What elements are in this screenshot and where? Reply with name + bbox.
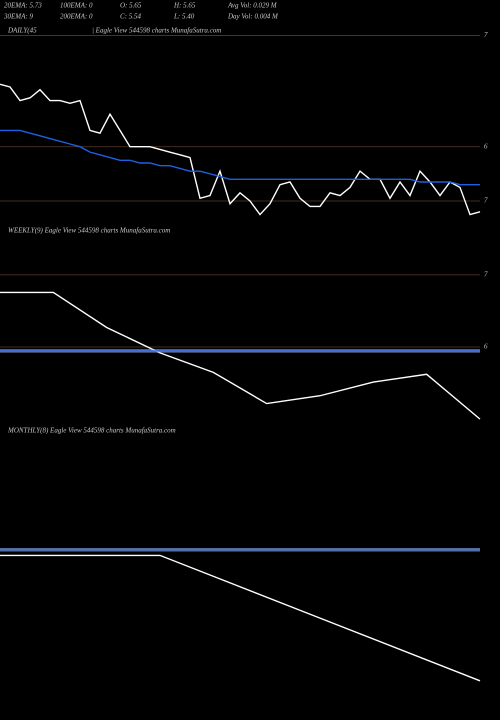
panel-title: WEEKLY(9) Eagle View 544598 charts Munaf… — [8, 227, 170, 235]
header-stat: 30EMA: 9 — [3, 13, 33, 21]
header-stat: 100EMA: 0 — [60, 2, 93, 10]
header-stat: Avg Vol: 0.029 M — [227, 2, 278, 10]
price-line — [0, 291, 481, 420]
header-stat: O: 5.65 — [120, 2, 142, 10]
header-stat: Day Vol: 0.004 M — [227, 13, 279, 21]
header-stat: C: 5.54 — [120, 13, 142, 21]
header-stat: 20EMA: 5.73 — [4, 2, 42, 10]
panel-subtitle: | Eagle View 544598 charts MunafaSutra.c… — [92, 27, 221, 35]
header-stat: 200EMA: 0 — [60, 13, 93, 21]
y-tick-label: 6 — [484, 343, 488, 351]
y-tick-label: 7 — [484, 197, 488, 205]
panel-title: MONTHLY(8) Eagle View 544598 charts Muna… — [7, 427, 176, 435]
ema-line — [0, 129, 480, 186]
price-line — [0, 83, 481, 216]
price-line — [0, 554, 481, 682]
y-tick-label: 7 — [484, 270, 488, 278]
y-tick-label: 7 — [484, 31, 488, 39]
header-stat: H: 5.65 — [173, 2, 196, 10]
panel-title: DAILY(45 — [7, 27, 37, 35]
header-stat: L: 5.40 — [173, 13, 195, 21]
y-tick-label: 6 — [484, 142, 488, 150]
